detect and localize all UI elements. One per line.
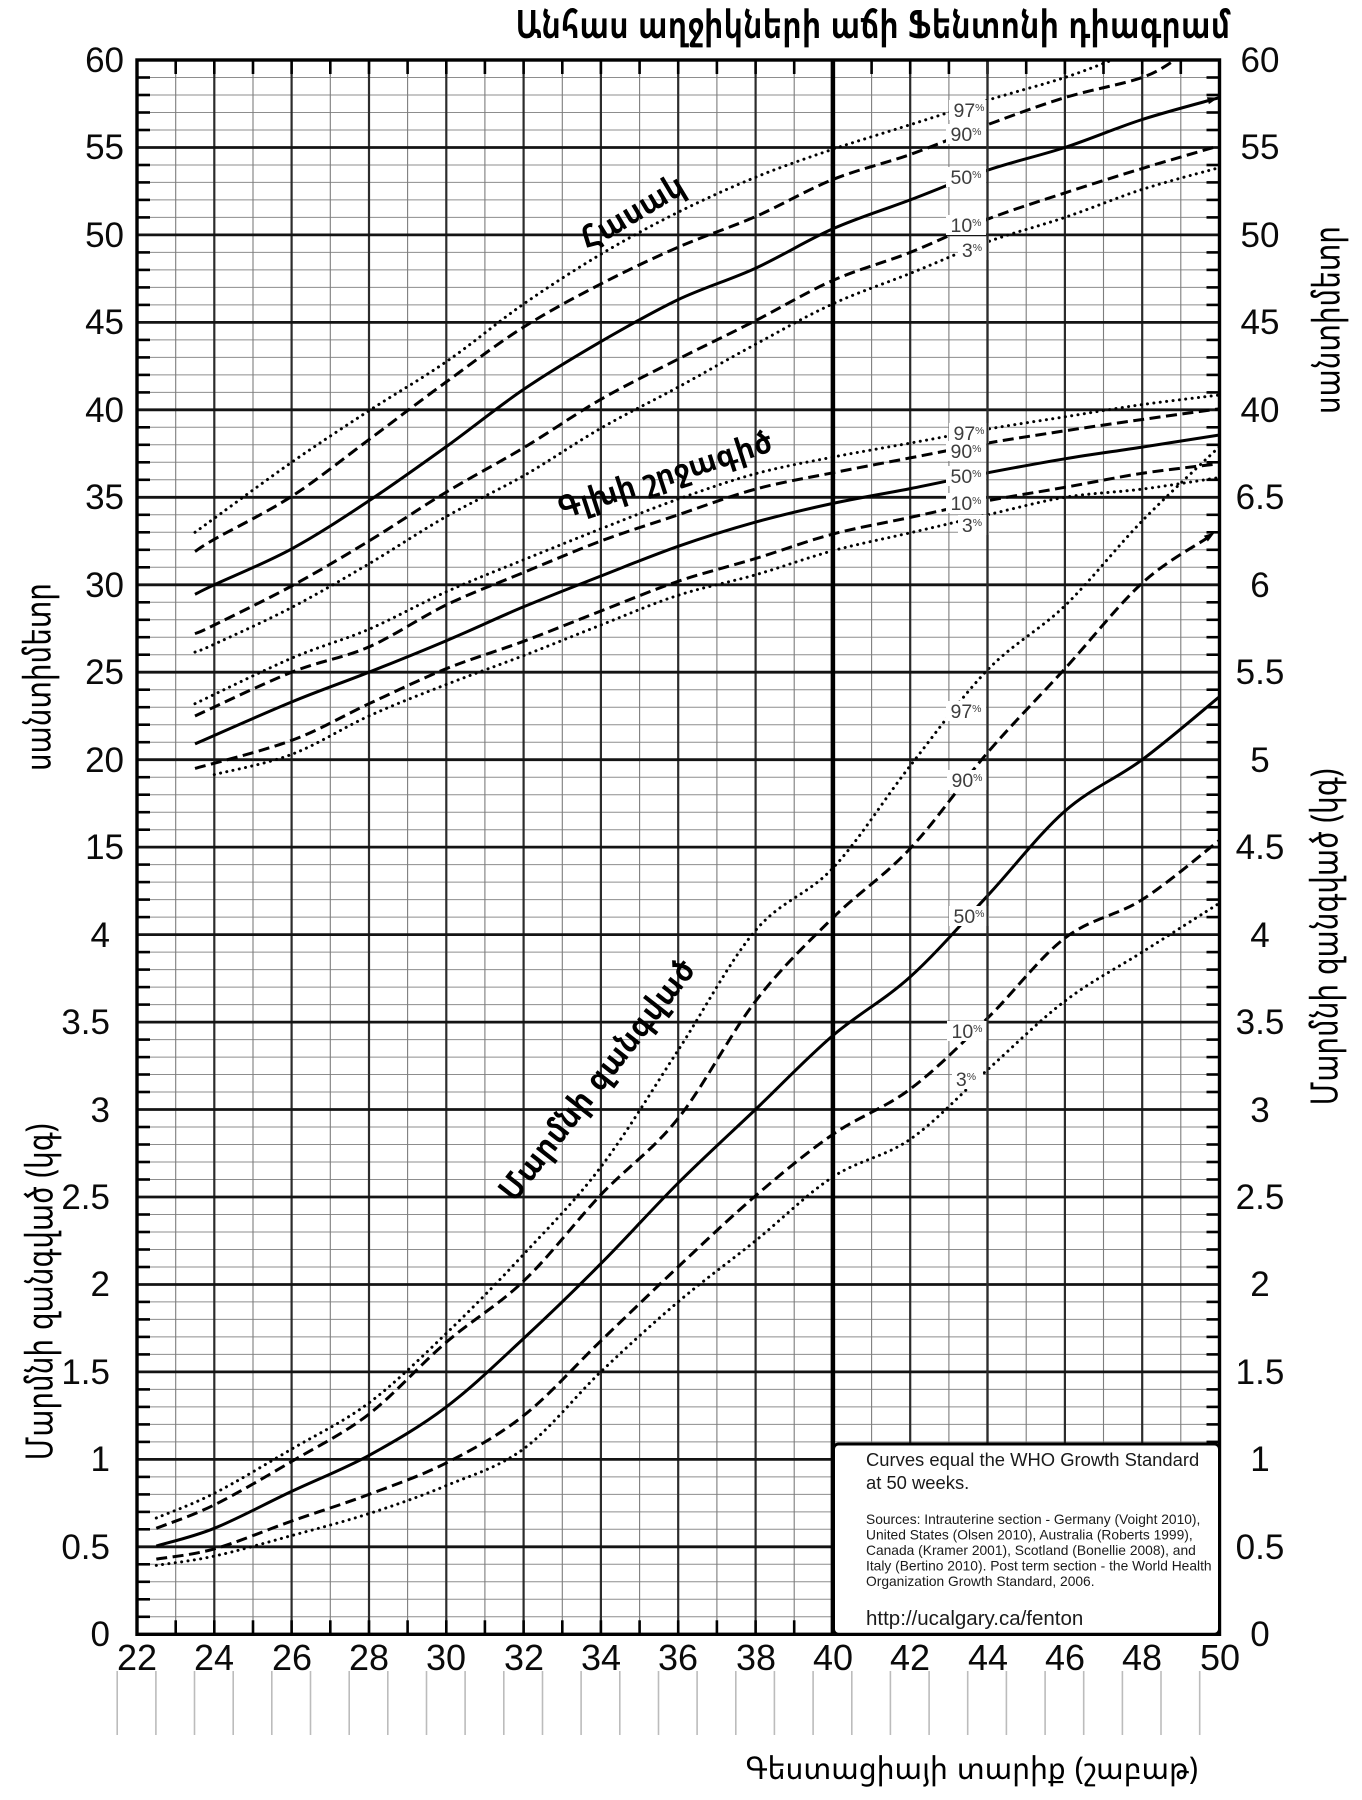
svg-text:3.5: 3.5 xyxy=(61,1003,110,1042)
svg-text:60: 60 xyxy=(1241,41,1280,80)
svg-text:38: 38 xyxy=(736,1637,776,1678)
svg-text:32: 32 xyxy=(504,1637,544,1678)
svg-text:6: 6 xyxy=(1250,566,1269,605)
svg-text:United States (Olsen 2010), Au: United States (Olsen 2010), Australia (R… xyxy=(866,1528,1193,1543)
svg-text:50: 50 xyxy=(1200,1637,1240,1678)
svg-text:20: 20 xyxy=(85,741,124,780)
svg-text:at 50 weeks.: at 50 weeks. xyxy=(866,1472,969,1493)
svg-text:40: 40 xyxy=(85,391,124,430)
svg-text:Canada (Kramer 2001), Scotland: Canada (Kramer 2001), Scotland (Bonellie… xyxy=(866,1543,1196,1558)
svg-text:0: 0 xyxy=(1250,1615,1269,1654)
svg-text:0.5: 0.5 xyxy=(1236,1528,1285,1567)
svg-text:22: 22 xyxy=(117,1637,157,1678)
svg-text:http://ucalgary.ca/fenton: http://ucalgary.ca/fenton xyxy=(866,1607,1083,1630)
svg-text:5.5: 5.5 xyxy=(1236,653,1285,692)
svg-text:0: 0 xyxy=(91,1615,110,1654)
svg-text:15: 15 xyxy=(85,828,124,867)
svg-text:6.5: 6.5 xyxy=(1236,478,1285,517)
svg-text:2: 2 xyxy=(91,1265,110,1304)
svg-text:42: 42 xyxy=(890,1637,930,1678)
svg-text:36: 36 xyxy=(658,1637,698,1678)
svg-text:1: 1 xyxy=(1250,1440,1269,1479)
svg-text:25: 25 xyxy=(85,653,124,692)
svg-text:Italy (Bertino 2010). Post ter: Italy (Bertino 2010). Post term section … xyxy=(866,1559,1212,1574)
svg-text:1.5: 1.5 xyxy=(1236,1353,1285,1392)
svg-text:60: 60 xyxy=(85,41,124,80)
svg-text:4: 4 xyxy=(91,916,110,955)
svg-text:30: 30 xyxy=(426,1637,466,1678)
svg-text:46: 46 xyxy=(1045,1637,1085,1678)
svg-text:3: 3 xyxy=(91,1091,110,1130)
svg-text:3: 3 xyxy=(1250,1091,1269,1130)
svg-text:50: 50 xyxy=(1241,216,1280,255)
svg-text:55: 55 xyxy=(1241,128,1280,167)
svg-text:5: 5 xyxy=(1250,741,1269,780)
svg-text:2.5: 2.5 xyxy=(1236,1178,1285,1217)
svg-text:55: 55 xyxy=(85,128,124,167)
svg-text:48: 48 xyxy=(1122,1637,1162,1678)
svg-text:1.5: 1.5 xyxy=(61,1353,110,1392)
svg-text:4.5: 4.5 xyxy=(1236,828,1285,867)
svg-text:30: 30 xyxy=(85,566,124,605)
svg-text:45: 45 xyxy=(1241,303,1280,342)
svg-text:50: 50 xyxy=(85,216,124,255)
svg-text:45: 45 xyxy=(85,303,124,342)
svg-text:4: 4 xyxy=(1250,916,1269,955)
svg-text:44: 44 xyxy=(968,1637,1008,1678)
svg-text:24: 24 xyxy=(194,1637,234,1678)
svg-text:40: 40 xyxy=(1241,391,1280,430)
svg-text:28: 28 xyxy=(349,1637,389,1678)
svg-text:Curves equal the WHO Growth St: Curves equal the WHO Growth Standard xyxy=(866,1449,1199,1470)
svg-text:2.5: 2.5 xyxy=(61,1178,110,1217)
svg-text:0.5: 0.5 xyxy=(61,1528,110,1567)
svg-text:3.5: 3.5 xyxy=(1236,1003,1285,1042)
svg-text:2: 2 xyxy=(1250,1265,1269,1304)
svg-text:40: 40 xyxy=(813,1637,853,1678)
svg-text:35: 35 xyxy=(85,478,124,517)
svg-text:34: 34 xyxy=(581,1637,621,1678)
svg-text:Sources: Intrauterine section: Sources: Intrauterine section - Germany … xyxy=(866,1512,1200,1527)
svg-text:1: 1 xyxy=(91,1440,110,1479)
svg-text:26: 26 xyxy=(272,1637,312,1678)
svg-text:Organization Growth Standard,: Organization Growth Standard, 2006. xyxy=(866,1574,1095,1589)
